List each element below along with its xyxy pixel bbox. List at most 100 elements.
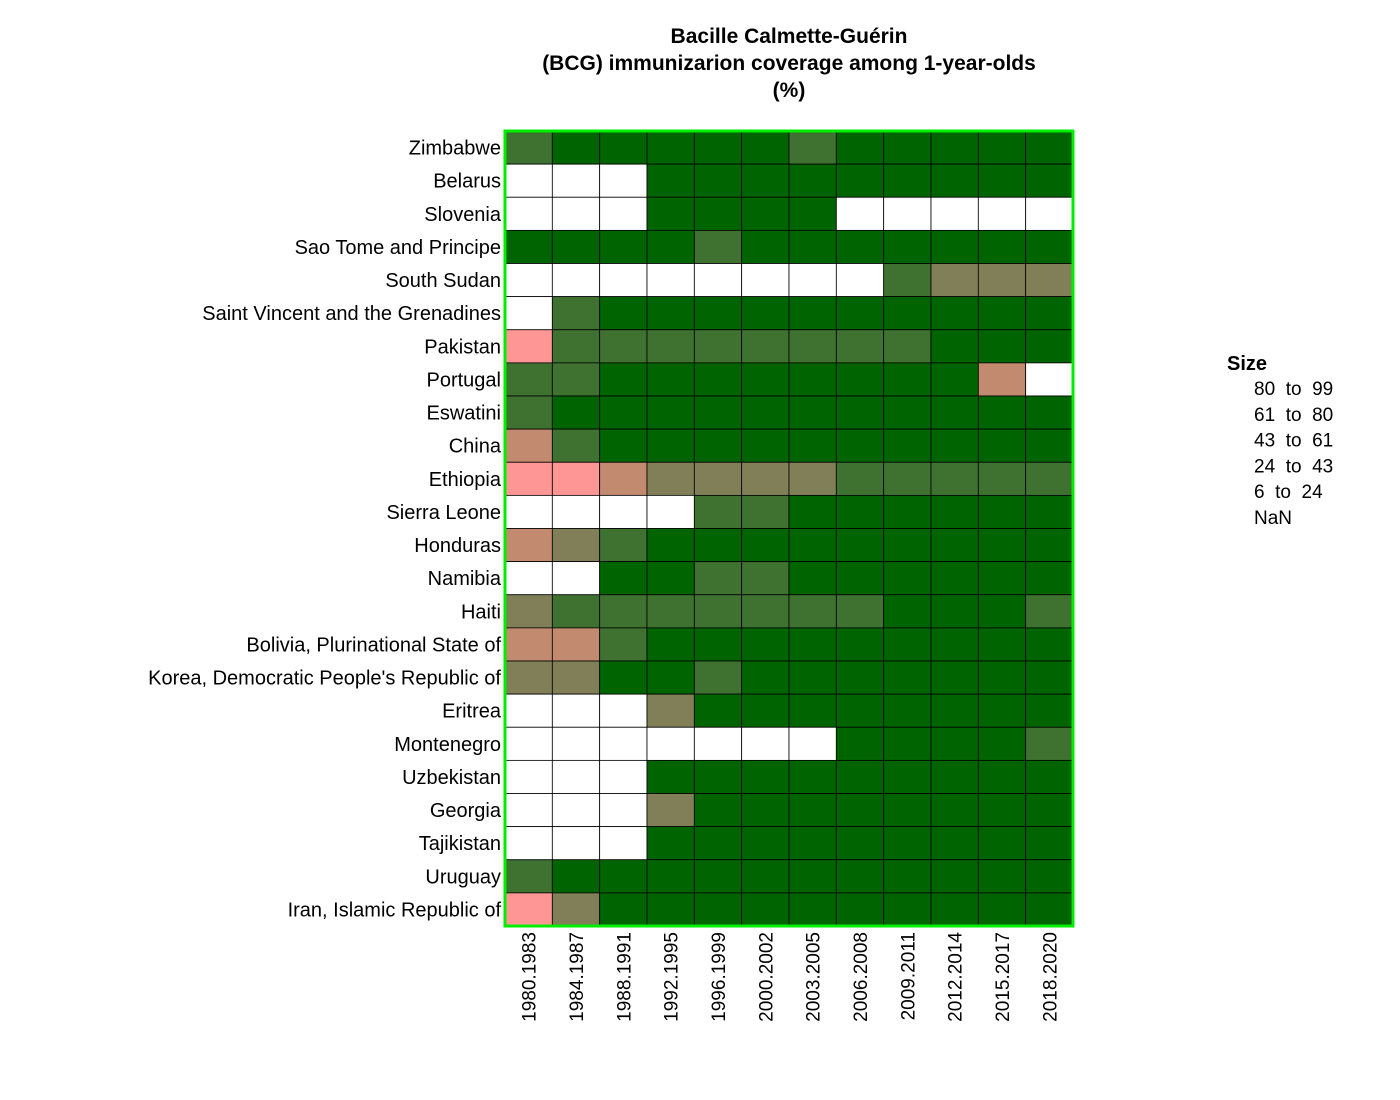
heatmap-cell <box>741 296 790 331</box>
heatmap-cell <box>693 494 743 529</box>
y-axis-label: Eswatini <box>427 403 501 425</box>
heatmap-cell <box>504 163 553 198</box>
heatmap-cell <box>646 130 695 165</box>
heatmap-cell <box>693 461 743 496</box>
heatmap-cell <box>741 627 790 662</box>
heatmap-cell <box>741 229 790 264</box>
heatmap-cell <box>599 759 648 794</box>
heatmap-cell <box>1025 726 1074 761</box>
y-axis-label: Slovenia <box>424 204 502 226</box>
heatmap-cell <box>693 130 743 165</box>
heatmap-cell <box>788 759 837 794</box>
heatmap-cell <box>788 329 837 364</box>
heatmap-cell <box>504 362 553 397</box>
x-axis-label: 1996.1999 <box>709 932 730 1022</box>
heatmap-cell <box>883 130 932 165</box>
heatmap-cell <box>883 395 932 430</box>
legend-title: Size <box>1227 353 1267 375</box>
y-axis-label: Georgia <box>430 800 502 822</box>
heatmap-cell <box>1025 627 1074 662</box>
y-axis-label: Namibia <box>428 568 502 590</box>
heatmap-cell <box>835 561 885 596</box>
legend-item-label: 43 to 61 <box>1254 431 1333 452</box>
heatmap-cell <box>835 892 885 927</box>
heatmap-cell <box>646 594 695 629</box>
heatmap-cell <box>1025 461 1074 496</box>
heatmap-cell <box>788 196 837 231</box>
y-axis-label: Haiti <box>461 601 501 623</box>
heatmap-cell <box>1025 395 1074 430</box>
y-axis-label: Bolivia, Plurinational State of <box>246 634 501 656</box>
heatmap-cell <box>741 693 790 728</box>
heatmap-cell <box>551 528 601 563</box>
y-axis-label: Uzbekistan <box>402 767 501 789</box>
heatmap-cell <box>1025 826 1074 861</box>
heatmap-cell <box>977 395 1027 430</box>
y-axis-label: Saint Vincent and the Grenadines <box>202 303 501 325</box>
chart-title-line-3: (%) <box>773 79 806 102</box>
heatmap-cell <box>551 561 601 596</box>
y-axis-label: China <box>449 436 502 458</box>
heatmap-cell <box>1025 163 1074 198</box>
heatmap-cell <box>835 826 885 861</box>
heatmap-cell <box>551 494 601 529</box>
heatmap-cell <box>883 561 932 596</box>
heatmap-cell <box>741 163 790 198</box>
heatmap-cell <box>741 329 790 364</box>
heatmap-cell <box>1025 296 1074 331</box>
x-axis-label: 1984.1987 <box>567 932 588 1022</box>
heatmap-cell <box>1025 759 1074 794</box>
heatmap-cell <box>977 229 1027 264</box>
y-axis-label: Montenegro <box>394 734 501 756</box>
heatmap-cell <box>599 693 648 728</box>
heatmap-cell <box>504 892 553 927</box>
heatmap-cell <box>551 461 601 496</box>
legend-items: 80 to 99 61 to 80 43 to 61 24 to 43 6 to 24 N… <box>1254 379 1333 529</box>
y-axis-label: Ethiopia <box>429 469 502 491</box>
heatmap-cell <box>883 627 932 662</box>
plot-frame <box>503 129 1075 928</box>
heatmap-cell <box>504 726 553 761</box>
y-axis-label: Portugal <box>427 369 502 391</box>
heatmap-cell <box>788 296 837 331</box>
heatmap-cell <box>883 163 932 198</box>
heatmap-cell <box>551 329 601 364</box>
heatmap-cell <box>788 229 837 264</box>
heatmap-cell <box>646 362 695 397</box>
heatmap-cell <box>788 130 837 165</box>
heatmap-cell <box>930 726 979 761</box>
heatmap-cell <box>693 892 743 927</box>
heatmap-cell <box>504 263 553 298</box>
heatmap-cell <box>930 296 979 331</box>
heatmap-cell <box>551 263 601 298</box>
heatmap-cell <box>788 461 837 496</box>
heatmap-cell <box>599 395 648 430</box>
heatmap-cell <box>977 329 1027 364</box>
heatmap-cell <box>835 461 885 496</box>
heatmap-cell <box>883 859 932 894</box>
heatmap-cell <box>788 163 837 198</box>
heatmap-cell <box>693 561 743 596</box>
heatmap-cell <box>835 362 885 397</box>
heatmap-cell <box>599 561 648 596</box>
heatmap-cell <box>977 660 1027 695</box>
heatmap-cell <box>551 594 601 629</box>
heatmap-cell <box>788 594 837 629</box>
heatmap-cell <box>646 859 695 894</box>
heatmap-cell <box>741 428 790 463</box>
heatmap-cell <box>504 826 553 861</box>
x-axis-label: 1992.1995 <box>662 932 683 1022</box>
heatmap-cell <box>883 329 932 364</box>
heatmap-cell <box>883 229 932 264</box>
y-axis-label: Pakistan <box>424 336 501 358</box>
heatmap-cell <box>883 296 932 331</box>
heatmap-cell <box>741 263 790 298</box>
heatmap-cell <box>835 793 885 828</box>
heatmap-cell <box>741 395 790 430</box>
x-axis-label: 2015.2017 <box>993 932 1014 1022</box>
heatmap-cell <box>1025 892 1074 927</box>
heatmap-cell <box>1025 859 1074 894</box>
chart-title-line-2: (BCG) immunizarion coverage among 1-year… <box>542 52 1036 75</box>
heatmap-cell <box>504 528 553 563</box>
heatmap-cell <box>741 561 790 596</box>
